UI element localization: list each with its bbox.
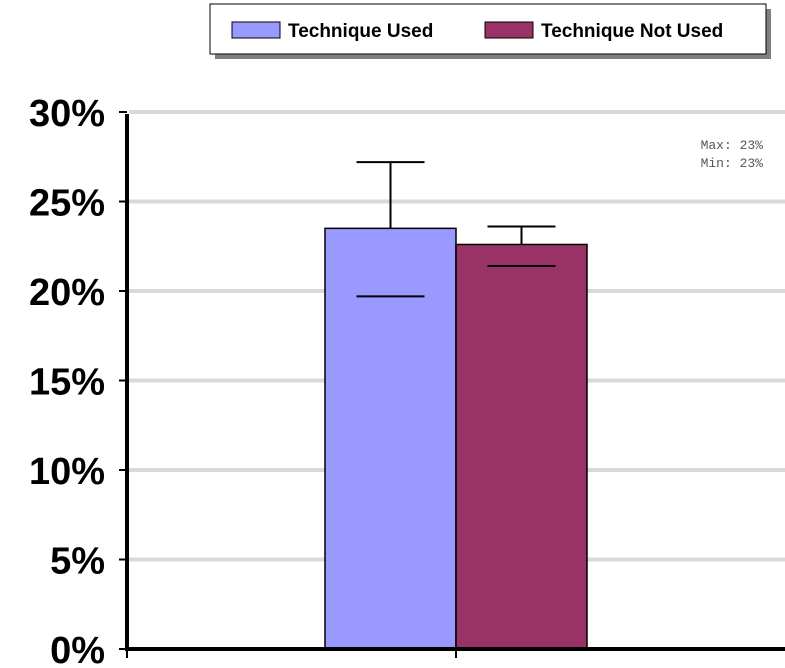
y-tick-label: 15% xyxy=(29,362,105,404)
bar-technique-not-used xyxy=(455,243,588,650)
bar-technique-used xyxy=(324,227,457,650)
bars xyxy=(324,161,588,650)
legend-label-technique-used: Technique Used xyxy=(288,21,433,42)
legend: Technique Used Technique Not Used xyxy=(209,3,771,59)
y-tick-label: 20% xyxy=(29,272,105,314)
legend-label-technique-not-used: Technique Not Used xyxy=(541,21,723,42)
y-tick-label: 5% xyxy=(50,541,105,583)
y-tick-label: 30% xyxy=(29,93,105,135)
min-annotation: Min: 23% xyxy=(701,156,764,171)
legend-swatch-technique-used xyxy=(231,21,281,39)
legend-swatch-technique-not-used xyxy=(484,21,534,39)
y-tick-label: 10% xyxy=(29,451,105,493)
y-tick-label: 25% xyxy=(29,183,105,225)
y-tick-label: 0% xyxy=(50,630,105,668)
max-annotation: Max: 23% xyxy=(701,138,764,153)
y-axis-ticks: 0% 5% 10% 15% 20% 25% 30% xyxy=(29,93,127,668)
